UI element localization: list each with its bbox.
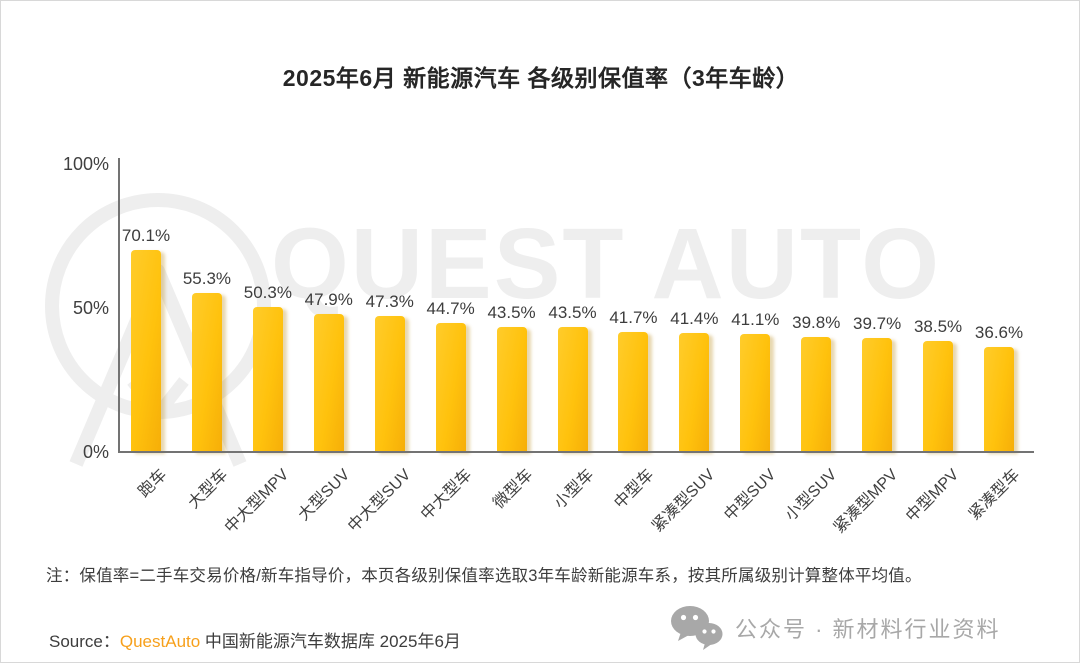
watermark-text: QUEST AUTO (271, 208, 942, 320)
source-label: Source： (49, 632, 120, 651)
source-line: Source：QuestAuto 中国新能源汽车数据库 2025年6月 (49, 627, 461, 652)
bar (923, 341, 954, 452)
bar-value-label: 50.3% (243, 283, 292, 303)
bar (313, 314, 344, 452)
wechat-icon (671, 606, 723, 650)
bar (618, 331, 649, 452)
source-text: 中国新能源汽车数据库 2025年6月 (200, 632, 461, 651)
chart-title: 2025年6月 新能源汽车 各级别保值率（3年车龄） (282, 65, 800, 91)
bar (984, 346, 1015, 452)
source-brand: QuestAuto (119, 632, 201, 651)
bar-value-label: 44.7% (426, 299, 475, 319)
wechat-badge: 公众号 · 新材料行业资料 (669, 605, 1001, 651)
bar (862, 337, 893, 452)
bar (131, 250, 161, 452)
bar (679, 332, 710, 452)
bar (191, 292, 222, 452)
bar-value-label: 36.6% (974, 322, 1024, 342)
x-axis-line (118, 451, 1034, 453)
footnote: 注：保值率=二手车交易价格/新车指导价，本页各级别保值率选取3年车龄新能源车系，… (46, 567, 922, 585)
bar (252, 307, 283, 452)
bar-value-label: 39.8% (792, 313, 841, 333)
bar-value-label: 55.3% (182, 268, 232, 288)
bar (557, 326, 588, 452)
y-axis-line (118, 158, 120, 452)
bar-value-label: 39.7% (853, 313, 902, 333)
y-axis-tick-label: 50% (72, 298, 109, 318)
bar-value-label: 47.9% (304, 290, 353, 310)
bar-value-label: 70.1% (121, 226, 171, 246)
bar-value-label: 38.5% (913, 317, 963, 337)
wechat-badge-label: 公众号 · 新材料行业资料 (735, 617, 1001, 642)
bar (801, 337, 832, 452)
bar-value-label: 43.5% (548, 302, 597, 322)
bar-value-label: 43.5% (487, 302, 536, 322)
bar (435, 323, 466, 452)
bar-value-label: 41.7% (609, 307, 658, 327)
bar (374, 315, 405, 452)
y-axis-tick-label: 0% (82, 442, 109, 462)
bar (496, 326, 527, 452)
bar-value-label: 41.4% (670, 308, 719, 328)
bar-value-label: 47.3% (365, 291, 414, 311)
y-axis-tick-label: 100% (62, 154, 109, 174)
bar (740, 333, 771, 452)
bar-value-label: 41.1% (731, 309, 780, 329)
